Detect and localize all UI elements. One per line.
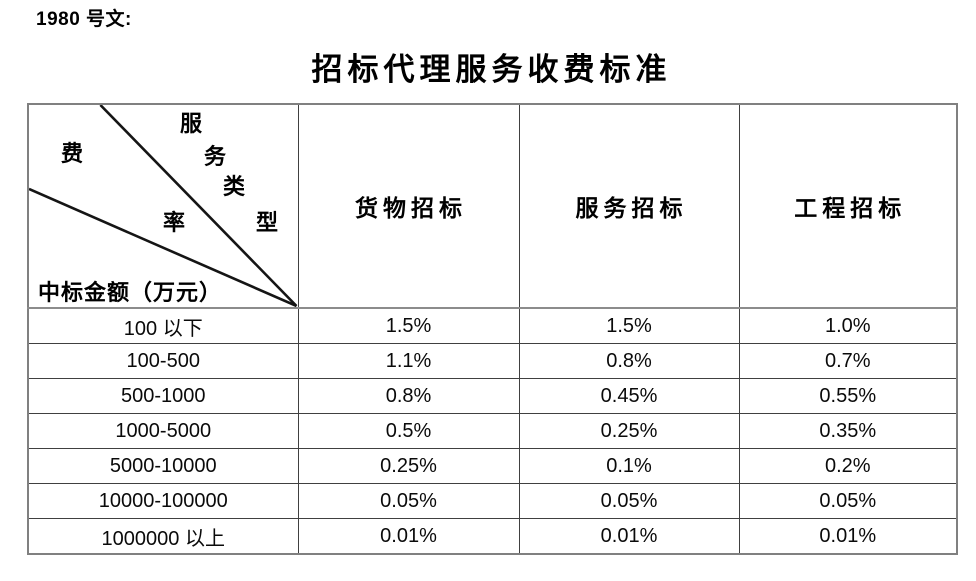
- fee-cell: 0.45%: [518, 378, 740, 414]
- fee-cell: 0.25%: [518, 413, 740, 449]
- corner-char-service-type: 务: [203, 144, 227, 169]
- fee-cell: 0.01%: [738, 518, 958, 555]
- row-label: 100 以下: [27, 307, 299, 344]
- corner-char-fee-rate: 率: [162, 210, 186, 235]
- fee-table: 服 务 类 型 费 率 中标金额（万元） 货物招标 服务招标 工程招标 100 …: [27, 103, 958, 555]
- fee-cell: 0.25%: [297, 448, 520, 484]
- fee-cell: 1.0%: [738, 307, 958, 344]
- fee-cell: 1.5%: [297, 307, 520, 344]
- row-label: 5000-10000: [27, 448, 299, 484]
- corner-char-service-type: 型: [255, 210, 279, 235]
- table-row: 500-1000 0.8% 0.45% 0.55%: [27, 378, 958, 414]
- doc-ref-label: 1980 号文:: [36, 9, 132, 30]
- table-corner-cell: 服 务 类 型 费 率 中标金额（万元）: [27, 103, 299, 309]
- corner-row-axis-label: 中标金额（万元）: [38, 280, 223, 305]
- fee-cell: 0.1%: [518, 448, 740, 484]
- diagonal-split-lines: [29, 105, 297, 306]
- fee-cell: 1.1%: [297, 343, 520, 379]
- row-label: 10000-100000: [27, 483, 299, 519]
- column-header-goods: 货物招标: [297, 103, 520, 309]
- column-header-service: 服务招标: [518, 103, 740, 309]
- row-label: 1000-5000: [27, 413, 299, 449]
- column-header-engineering: 工程招标: [738, 103, 958, 309]
- fee-cell: 0.8%: [297, 378, 520, 414]
- table-row: 5000-10000 0.25% 0.1% 0.2%: [27, 448, 958, 484]
- corner-char-service-type: 类: [222, 174, 246, 199]
- corner-char-service-type: 服: [179, 111, 203, 136]
- fee-cell: 0.05%: [518, 483, 740, 519]
- row-label: 500-1000: [27, 378, 299, 414]
- page-title: 招标代理服务收费标准: [311, 52, 672, 87]
- fee-cell: 0.35%: [738, 413, 958, 449]
- fee-cell: 0.05%: [738, 483, 958, 519]
- table-row: 100-500 1.1% 0.8% 0.7%: [27, 343, 958, 379]
- fee-cell: 0.01%: [297, 518, 520, 555]
- fee-cell: 0.7%: [738, 343, 958, 379]
- fee-cell: 0.01%: [518, 518, 740, 555]
- fee-cell: 0.05%: [297, 483, 520, 519]
- fee-cell: 1.5%: [518, 307, 740, 344]
- row-label: 1000000 以上: [27, 518, 299, 555]
- table-header-row: 服 务 类 型 费 率 中标金额（万元） 货物招标 服务招标 工程招标: [27, 103, 958, 309]
- fee-cell: 0.5%: [297, 413, 520, 449]
- row-label: 100-500: [27, 343, 299, 379]
- fee-cell: 0.8%: [518, 343, 740, 379]
- table-row: 1000-5000 0.5% 0.25% 0.35%: [27, 413, 958, 449]
- table-row: 10000-100000 0.05% 0.05% 0.05%: [27, 483, 958, 519]
- corner-char-fee-rate: 费: [60, 141, 84, 166]
- table-row: 100 以下 1.5% 1.5% 1.0%: [27, 307, 958, 344]
- table-row: 1000000 以上 0.01% 0.01% 0.01%: [27, 518, 958, 555]
- fee-cell: 0.55%: [738, 378, 958, 414]
- fee-cell: 0.2%: [738, 448, 958, 484]
